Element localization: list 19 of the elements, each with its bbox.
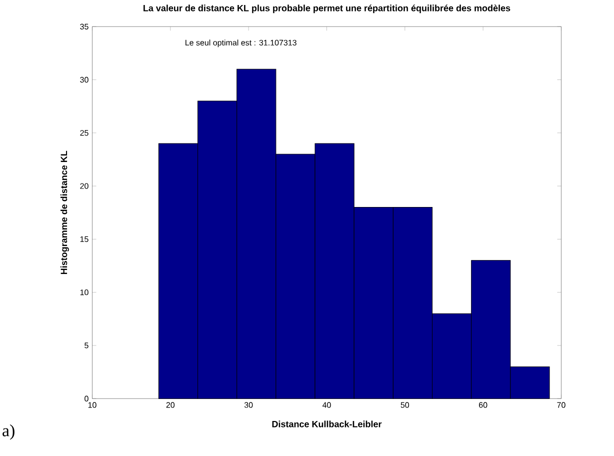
x-tick-label: 40 (322, 402, 331, 408)
y-tick-label: 35 (80, 24, 88, 30)
x-tick-label: 70 (557, 402, 566, 408)
y-tick-label: 15 (80, 236, 88, 242)
x-tick-label: 30 (244, 402, 253, 408)
x-tick-label: 20 (166, 402, 175, 408)
chart-title: La valeur de distance KL plus probable permet une répartition équilibrée des modèles (144, 4, 510, 14)
x-tick-label: 50 (400, 402, 410, 408)
x-tick-label: 60 (479, 402, 488, 408)
text: a) (2, 424, 14, 440)
y-axis-title: Histogramme de distance KL (60, 150, 69, 274)
y-tick-label: 0 (84, 396, 88, 402)
x-axis-title: Distance Kullback-Leibler (272, 420, 382, 428)
y-tick-label: 20 (80, 183, 88, 189)
y-tick-label: 30 (80, 76, 88, 83)
y-tick-label: 25 (80, 130, 88, 136)
annotation: Le seul optimal est : 31.107313 (186, 40, 296, 48)
y-tick-label: 10 (80, 289, 88, 296)
y-tick-label: 5 (84, 342, 88, 348)
